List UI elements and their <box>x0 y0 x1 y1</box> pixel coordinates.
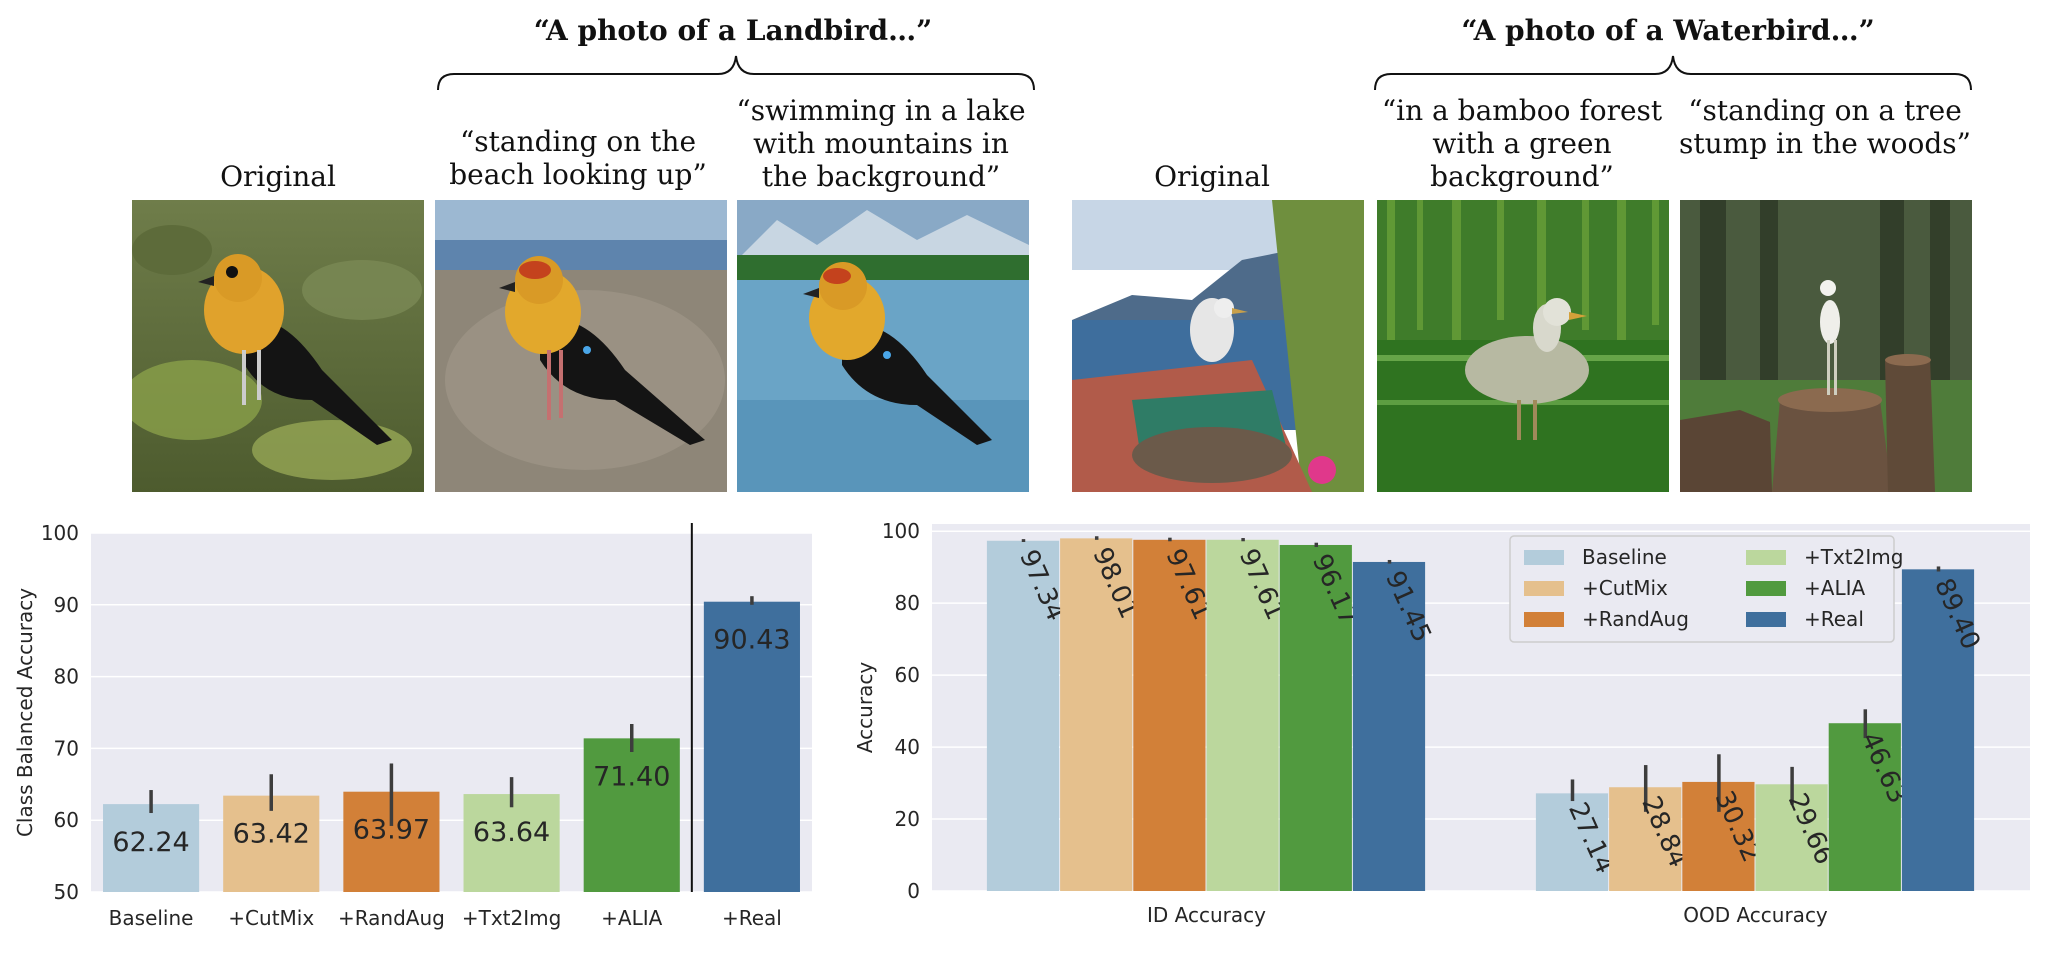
x-tick-label-real: +Real <box>722 906 782 930</box>
caption-landbird-beach: “standing on the beach looking up” <box>449 125 707 191</box>
legend-label-alia: +ALIA <box>1804 576 1865 600</box>
legend-swatch-cutmix <box>1524 581 1564 596</box>
legend-label-randaug: +RandAug <box>1582 607 1689 631</box>
landbird-original-image <box>132 200 424 492</box>
waterbird-group-title: “A photo of a Waterbird…” <box>1461 14 1875 47</box>
caption-waterbird-original: Original <box>1154 160 1270 193</box>
bar-txt2img-id-accuracy <box>1206 539 1279 891</box>
legend-swatch-randaug <box>1524 612 1564 627</box>
y-tick-label: 80 <box>895 591 920 615</box>
legend-label-txt2img: +Txt2Img <box>1804 545 1903 569</box>
landbird-beach-image <box>435 200 727 492</box>
bar-randaug-id-accuracy <box>1133 539 1206 891</box>
bar-baseline <box>103 804 200 892</box>
bar-alia-ood-accuracy <box>1828 723 1901 891</box>
y-tick-label: 20 <box>895 807 920 831</box>
y-tick-label: 100 <box>882 519 920 543</box>
caption-landbird-original: Original <box>220 160 336 193</box>
x-tick-label-baseline: Baseline <box>109 906 194 930</box>
bar-cutmix <box>223 795 320 892</box>
data-label-alia: 71.40 <box>593 761 670 792</box>
legend-label-baseline: Baseline <box>1582 545 1667 569</box>
data-label-cutmix: 63.42 <box>233 819 310 850</box>
bar-cutmix-id-accuracy <box>1060 538 1133 891</box>
legend-swatch-alia <box>1746 581 1786 596</box>
landbird-brace <box>437 55 1035 91</box>
landbird-group-title: “A photo of a Landbird…” <box>533 14 933 47</box>
y-tick-label: 50 <box>54 880 79 904</box>
bar-txt2img <box>463 794 560 892</box>
y-tick-label: 90 <box>54 593 79 617</box>
bar-alia-id-accuracy <box>1279 544 1352 891</box>
x-tick-label-id-accuracy: ID Accuracy <box>1147 903 1266 927</box>
y-axis-label: Class Balanced Accuracy <box>13 588 37 837</box>
legend-label-cutmix: +CutMix <box>1582 576 1668 600</box>
waterbird-original-image <box>1072 200 1364 492</box>
id-ood-accuracy-chart: 0 20 40 60 80 100 Accuracy ID Accuracy 97.34 98.0… <box>830 510 2050 955</box>
data-label-real: 90.43 <box>713 625 790 656</box>
y-tick-label: 60 <box>895 663 920 687</box>
y-tick-label: 0 <box>907 879 920 903</box>
caption-waterbird-stump: “standing on a tree stump in the woods” <box>1679 94 1971 160</box>
bar-baseline-id-accuracy <box>986 540 1060 891</box>
y-axis-label: Accuracy <box>853 662 877 753</box>
x-tick-label-txt2img: +Txt2Img <box>462 906 561 930</box>
legend-box <box>1509 535 1895 643</box>
x-tick-label-randaug: +RandAug <box>338 906 445 930</box>
y-tick-label: 70 <box>54 736 79 760</box>
data-label-baseline: 62.24 <box>112 827 189 858</box>
bar-alia <box>583 738 680 892</box>
waterbird-bamboo-image <box>1377 200 1669 492</box>
legend-label-real: +Real <box>1804 607 1864 631</box>
legend-swatch-real <box>1746 612 1786 627</box>
legend: Baseline +CutMix +RandAug +Txt2Img +ALIA +Rea… <box>1509 535 1903 643</box>
legend-swatch-txt2img <box>1746 550 1786 565</box>
landbird-lake-image <box>737 200 1029 492</box>
x-tick-label-alia: +ALIA <box>601 906 662 930</box>
y-tick-label: 80 <box>54 665 79 689</box>
caption-landbird-lake: “swimming in a lake with mountains in th… <box>736 94 1026 193</box>
bar-baseline-ood-accuracy <box>1535 793 1609 891</box>
class-balanced-accuracy-chart: 50 60 70 80 90 100 Class Balanced Accuracy 62.2… <box>0 515 830 955</box>
y-tick-label: 40 <box>895 735 920 759</box>
x-tick-label-cutmix: +CutMix <box>228 906 314 930</box>
x-tick-label-ood-accuracy: OOD Accuracy <box>1683 903 1828 927</box>
bar-real-ood-accuracy <box>1901 569 1975 891</box>
waterbird-brace <box>1374 55 1972 91</box>
data-label-randaug: 63.97 <box>353 815 430 846</box>
bar-real <box>703 601 800 892</box>
bar-real-id-accuracy <box>1352 561 1426 891</box>
legend-swatch-baseline <box>1524 550 1564 565</box>
y-tick-label: 60 <box>54 808 79 832</box>
caption-waterbird-bamboo: “in a bamboo forest with a green backgro… <box>1381 94 1663 193</box>
y-tick-label: 100 <box>41 521 79 545</box>
data-label-txt2img: 63.64 <box>473 817 550 848</box>
waterbird-stump-image <box>1680 200 1972 492</box>
